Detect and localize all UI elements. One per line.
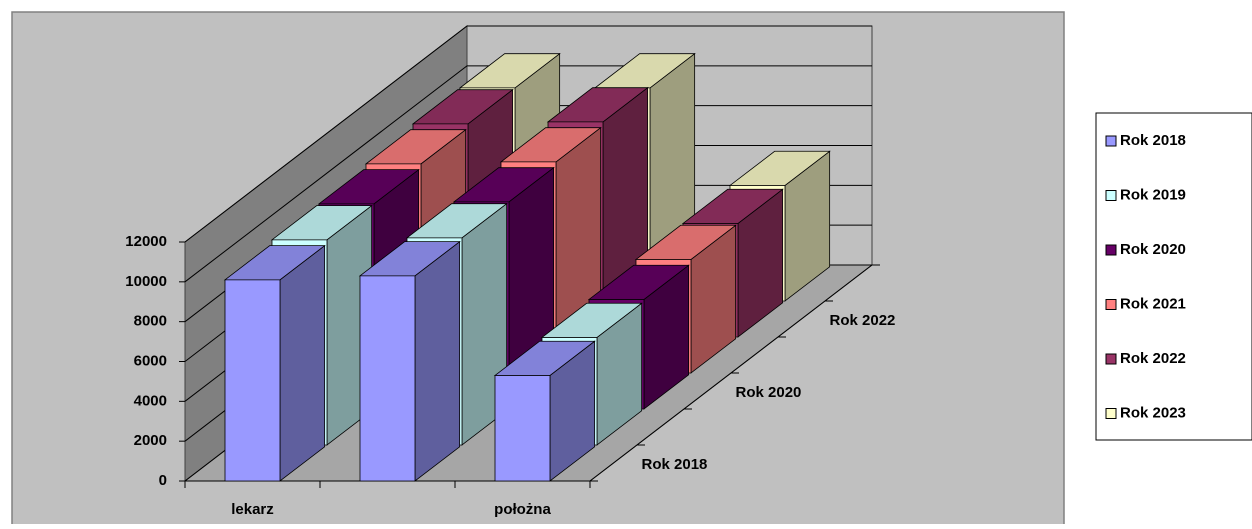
- y-tick-label: 4000: [134, 392, 167, 409]
- legend-label: Rok 2022: [1120, 350, 1186, 367]
- legend-swatch: [1105, 353, 1117, 365]
- y-tick-label: 2000: [134, 432, 167, 449]
- bar-side: [414, 240, 461, 482]
- legend-label: Rok 2020: [1120, 241, 1186, 258]
- y-tick-label: 12000: [125, 233, 167, 250]
- legend-label: Rok 2023: [1120, 404, 1186, 421]
- y-tick-label: 0: [159, 472, 167, 489]
- depth-tick-label: Rok 2022: [830, 312, 896, 329]
- bar: [359, 275, 416, 482]
- grid-line: [184, 65, 872, 283]
- depth-tick-label: Rok 2020: [736, 384, 802, 401]
- legend-label: Rok 2021: [1120, 295, 1186, 312]
- legend-box: [1095, 112, 1252, 441]
- y-tick-label: 8000: [134, 313, 167, 330]
- legend-label: Rok 2019: [1120, 186, 1186, 203]
- legend-swatch: [1105, 135, 1117, 147]
- legend-label: Rok 2018: [1120, 132, 1186, 149]
- bar: [224, 279, 281, 482]
- legend-swatch: [1105, 408, 1117, 419]
- legend-swatch: [1105, 190, 1117, 201]
- depth-tick-label: Rok 2018: [642, 456, 708, 473]
- grid-line: [184, 25, 872, 243]
- y-tick-label: 6000: [134, 352, 167, 369]
- legend-swatch: [1105, 299, 1117, 310]
- y-tick-label: 10000: [125, 273, 167, 290]
- x-tick-label: położna: [494, 501, 551, 518]
- bar-side: [279, 244, 326, 482]
- legend-swatch: [1105, 244, 1117, 256]
- x-tick-label: lekarz: [231, 501, 274, 518]
- bar: [494, 375, 551, 482]
